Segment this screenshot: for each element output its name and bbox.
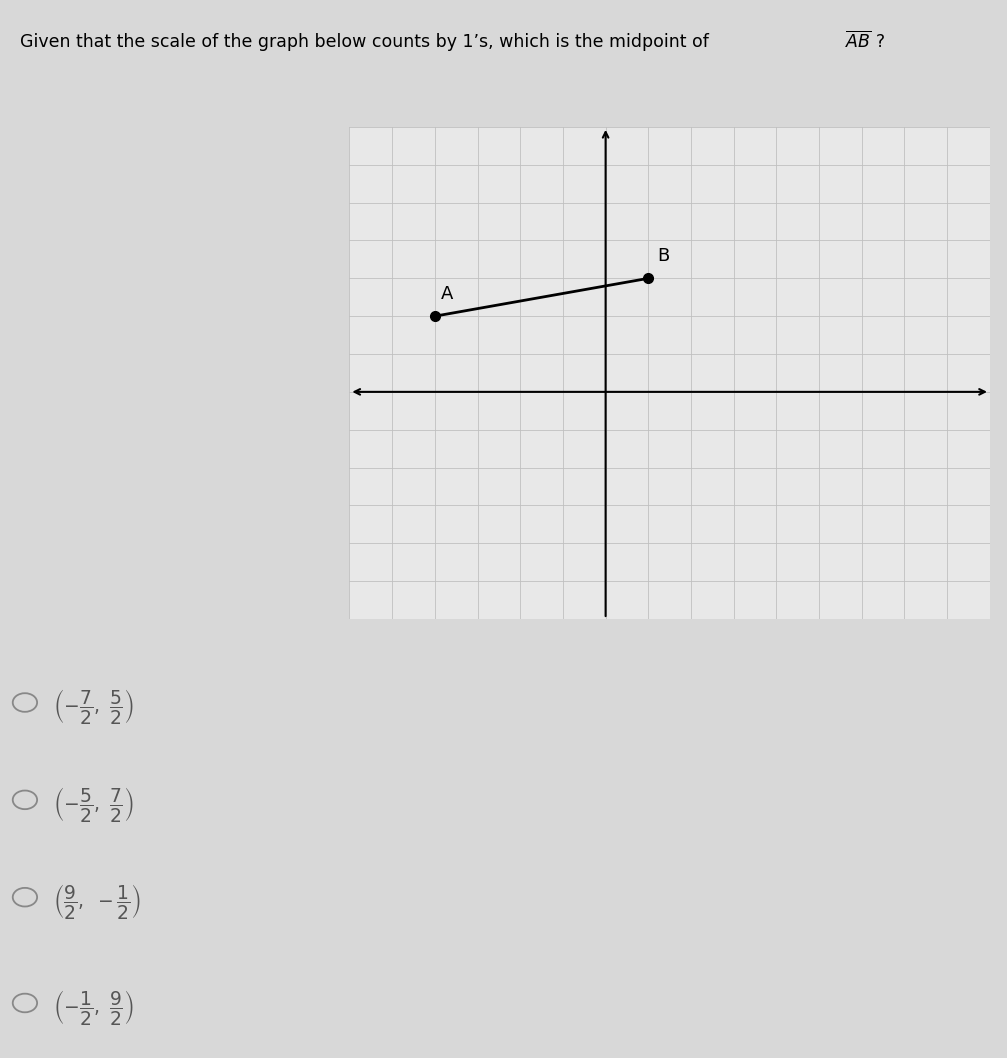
Text: A: A (441, 285, 453, 303)
Text: $\left(-\dfrac{1}{2},\ \dfrac{9}{2}\right)$: $\left(-\dfrac{1}{2},\ \dfrac{9}{2}\righ… (52, 988, 133, 1026)
Text: Given that the scale of the graph below counts by 1’s, which is the midpoint of: Given that the scale of the graph below … (20, 33, 714, 51)
Text: $\left(\dfrac{9}{2},\ -\dfrac{1}{2}\right)$: $\left(\dfrac{9}{2},\ -\dfrac{1}{2}\righ… (52, 882, 141, 920)
Text: $\overline{AB}$ ?: $\overline{AB}$ ? (845, 31, 884, 53)
Text: B: B (657, 248, 669, 266)
Text: $\left(-\dfrac{7}{2},\ \dfrac{5}{2}\right)$: $\left(-\dfrac{7}{2},\ \dfrac{5}{2}\righ… (52, 688, 133, 726)
Text: $\left(-\dfrac{5}{2},\ \dfrac{7}{2}\right)$: $\left(-\dfrac{5}{2},\ \dfrac{7}{2}\righ… (52, 785, 133, 823)
